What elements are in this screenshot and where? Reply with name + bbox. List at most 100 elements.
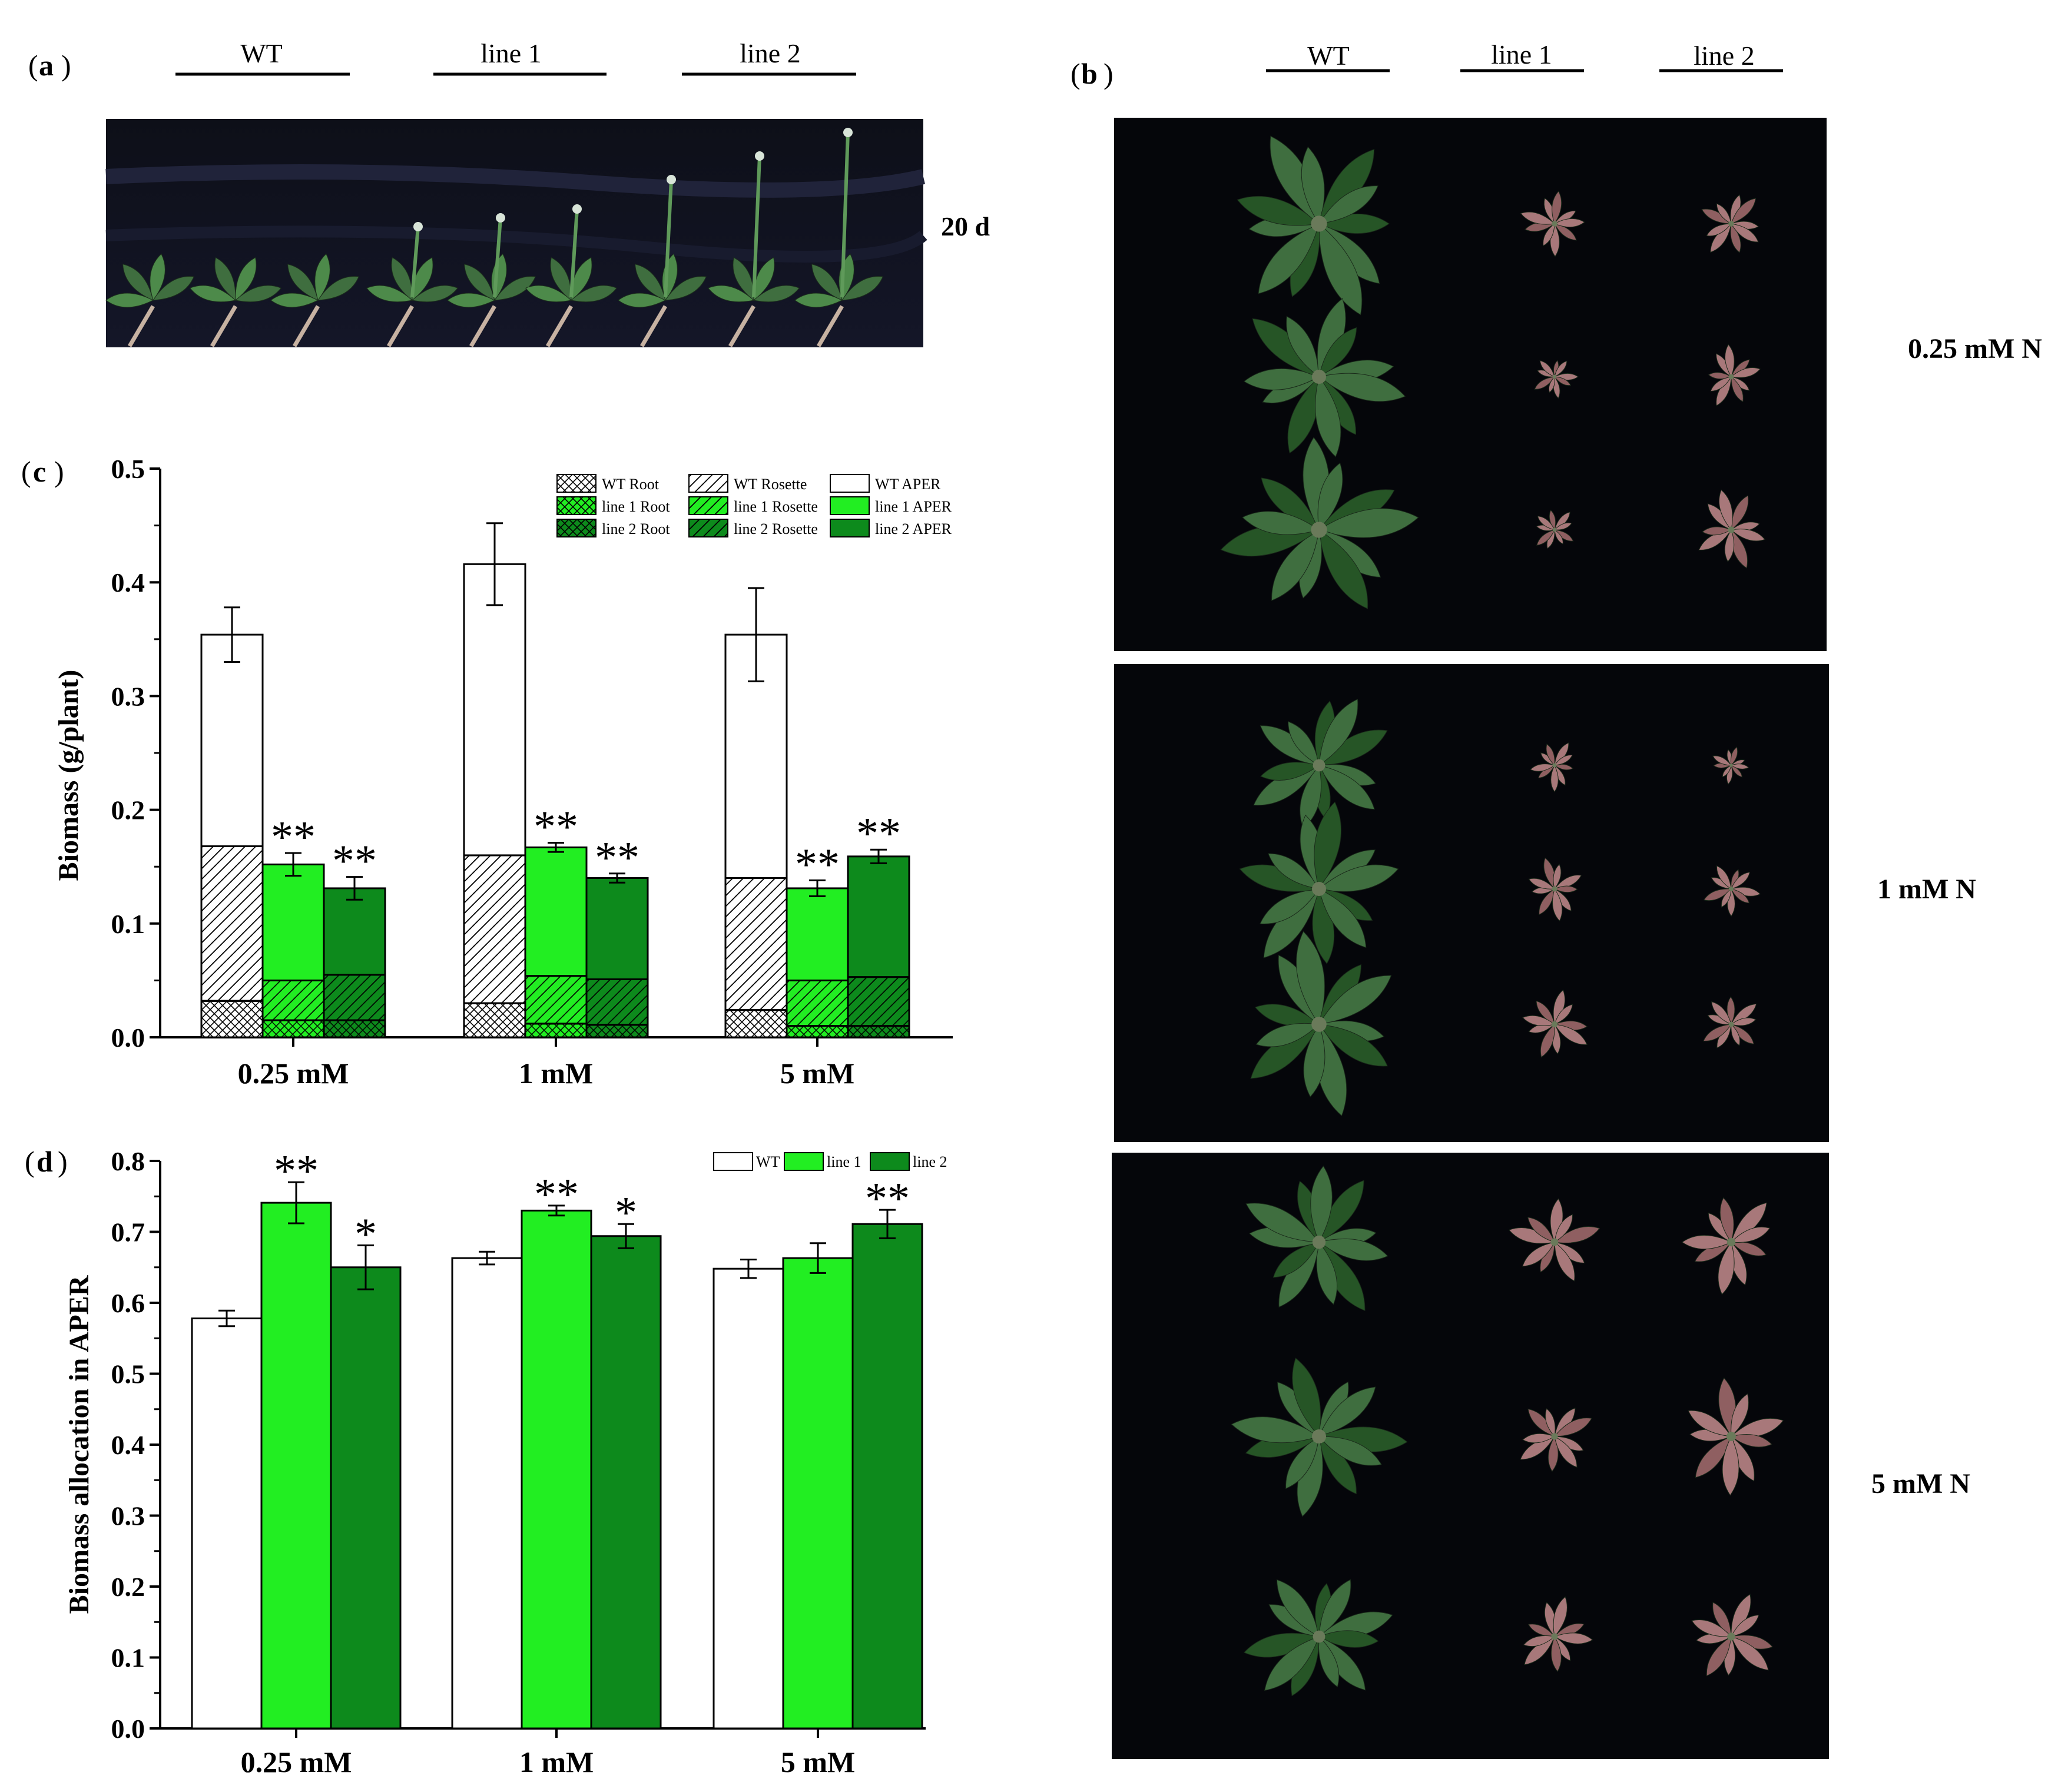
leaf-shape [1537,516,1555,530]
rosette [1253,698,1388,829]
significance-marker: ** [856,809,901,858]
leaf-shape [1553,218,1585,228]
panel-b-letter: b [1081,57,1098,90]
legend-swatch [830,519,870,537]
rosette-center [1726,1237,1736,1247]
leaf-shape [1553,376,1572,386]
leaf-shape [635,264,666,301]
rosette-center [1728,374,1734,380]
leaf-shape [1695,1436,1732,1478]
leaf-shape [1260,888,1320,924]
leaf-shape [1237,195,1320,226]
leaf-shape [1318,1436,1382,1466]
legend-label: WT Rosette [734,476,807,493]
panel-b: ( b ) WT line 1 line 2 0.25 mM N 1 mM N … [1071,39,2042,1759]
y-tick-label: 0.7 [111,1217,145,1247]
leaf-shape [1268,853,1320,890]
bar-rosette-hatch [524,975,588,1025]
leaf-shape [1318,698,1358,766]
leaf-shape [1553,1226,1600,1243]
leaf-shape [1288,721,1320,766]
leaf-shape [235,257,257,301]
panel-c-paren-close: ) [54,455,64,488]
panel-d-y-axis-label: Biomass allocation in APER [64,1275,95,1614]
stem-shape [752,155,761,298]
bar-root-hatch [200,1000,264,1038]
legend-label: WT [756,1153,780,1170]
panel-b-row-label-high-n: 5 mM N [1871,1468,1970,1499]
rosette [1536,509,1574,549]
leaf-shape [1318,508,1419,538]
rosette [1712,746,1749,785]
x-category-label: 0.25 mM [238,1057,349,1090]
leaf-shape [1286,316,1320,378]
leaf-shape [1731,495,1749,531]
legend-swatch [830,474,870,493]
flower-bud-shape [667,175,676,184]
rosette [1522,989,1588,1058]
leaf-shape [1318,327,1357,377]
rosette-center [1728,526,1735,533]
leaf-shape [1552,191,1562,225]
bar-root-hatch [847,1025,910,1038]
leaf-shape [391,257,413,301]
leaf-shape [1543,223,1555,247]
rosette-center [1312,882,1326,896]
bar-rosette-hatch [847,976,910,1027]
bar-rosette-hatch [323,974,386,1021]
stem-shape [410,226,420,298]
leaf-shape [1554,1436,1578,1468]
rosette-center [1312,1429,1326,1443]
rosette [1698,489,1766,569]
bar-aper-segment [585,877,649,980]
leaf-shape [1719,489,1733,531]
leaf-shape [570,285,618,303]
rosette-center [1311,522,1327,538]
rosette-center [1728,221,1734,227]
legend-label: line 1 [827,1153,861,1170]
stem-shape [664,179,673,298]
bar-root-hatch [786,1025,849,1038]
leaf-shape [1295,931,1325,1026]
legend-label: WT Root [602,476,660,493]
leaf-shape [1731,1614,1759,1637]
y-tick-label: 0.8 [111,1146,145,1176]
rosette [1534,360,1579,399]
leaf-shape [287,264,319,301]
leaf-shape [1242,511,1320,535]
bar-rosette-hatch [463,854,526,1004]
leaf-shape [1318,1386,1376,1437]
y-tick-label: 0.3 [111,681,145,711]
leaf-shape [1681,1235,1732,1250]
legend-label: line 2 APER [875,520,952,537]
panel-a-header-line2: line 2 [740,38,800,68]
leaf-shape [841,276,884,301]
rosette [1243,1579,1393,1697]
panel-a: ( a ) WT line 1 line 2 20 d [28,38,990,347]
panel-c-bars: ** ** ** ** ** ** [200,522,910,1038]
significance-marker: ** [795,839,840,889]
leaf-shape [1260,762,1320,781]
leaf-shape [1318,1024,1388,1067]
stem-shape [840,132,850,298]
rosette-center [1552,221,1557,227]
rosette-center [1313,759,1325,772]
root-shape [639,305,668,347]
panel-d-letter: d [37,1145,53,1178]
rosette-center [1728,1021,1734,1027]
panel-b-header-line2: line 2 [1694,41,1754,71]
legend-label: line 2 Rosette [734,520,818,537]
rosette-center [1551,1021,1558,1028]
rosette [1703,865,1761,917]
leaf-shape [1719,1197,1734,1243]
panel-b-photo-mid-n [1114,664,1829,1142]
rosette [1243,298,1406,457]
leaf-shape [1292,1358,1321,1438]
leaf-shape [1318,765,1375,810]
legend-swatch-hatch [688,519,728,537]
bar-root-hatch [724,1009,788,1038]
bar-rosette-hatch [786,979,849,1027]
panel-c-y-axis-label: Biomass (g/plant) [53,670,84,881]
seedling [366,222,459,347]
leaf-shape [1318,888,1367,948]
